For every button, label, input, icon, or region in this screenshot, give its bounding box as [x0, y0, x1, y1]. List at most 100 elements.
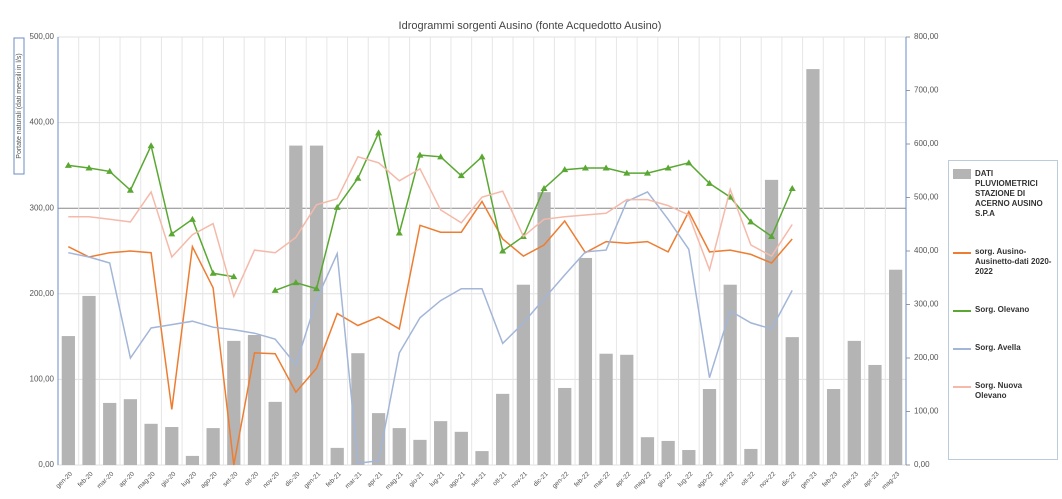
line [67, 199, 793, 466]
marker [602, 164, 610, 171]
bar [702, 389, 717, 465]
legend-item: Sorg. Avella [953, 343, 1053, 353]
marker [106, 167, 114, 174]
bar [475, 451, 489, 465]
bar [826, 389, 841, 465]
bar [82, 295, 96, 465]
marker [437, 153, 445, 160]
legend: DATI PLUVIOMETRICI STAZIONE DI ACERNO AU… [948, 160, 1058, 460]
bar [496, 393, 510, 465]
y-label-box [13, 37, 25, 175]
marker [747, 218, 755, 225]
y-tick-label: 0,00 [38, 460, 54, 469]
legend-label: Sorg. Nuova Olevano [975, 381, 1023, 400]
legend-label: Sorg. Olevano [975, 305, 1030, 314]
marker [271, 286, 279, 293]
bar [661, 440, 675, 465]
bar [371, 413, 386, 465]
y-tick-label: 500,00 [30, 32, 55, 41]
marker [209, 269, 217, 276]
legend-swatch [953, 247, 971, 254]
y2-tick-label: 700,00 [914, 86, 939, 95]
bar [516, 284, 530, 465]
marker [126, 186, 134, 193]
bar [806, 69, 820, 465]
marker [561, 166, 569, 173]
legend-item: Sorg. Olevano [953, 305, 1053, 315]
legend-label: DATI PLUVIOMETRICI STAZIONE DI ACERNO AU… [975, 169, 1043, 218]
legend-item: Sorg. Nuova Olevano [953, 381, 1053, 401]
marker [540, 185, 548, 192]
line [68, 155, 793, 299]
y2-tick-label: 800,00 [914, 32, 939, 41]
bar [144, 423, 158, 465]
marker [188, 215, 196, 222]
y2-tick-label: 600,00 [914, 139, 939, 148]
bar [558, 387, 572, 465]
y-tick-label: 100,00 [30, 375, 55, 384]
legend-swatch [953, 343, 971, 350]
bar [434, 421, 448, 465]
line [68, 190, 793, 465]
bar [206, 428, 220, 465]
marker [354, 174, 362, 181]
bar [227, 340, 241, 465]
marker [416, 151, 424, 158]
bar [847, 340, 861, 465]
y2-tick-label: 100,00 [914, 407, 939, 416]
marker [499, 247, 507, 254]
legend-label: sorg. Ausino-Ausinetto-dati 2020-2022 [975, 247, 1052, 276]
y-axis-label: Portate naturali (dati mensili in l/s) [16, 53, 23, 158]
bar [764, 179, 779, 465]
y2-tick-label: 500,00 [914, 193, 939, 202]
y-tick-label: 200,00 [30, 289, 55, 298]
bar [165, 427, 179, 465]
marker [375, 129, 383, 136]
marker [168, 230, 176, 237]
bar [289, 145, 303, 466]
bar [268, 401, 282, 465]
marker [706, 179, 714, 186]
marker [147, 142, 155, 149]
bar [185, 455, 200, 465]
legend-label: Sorg. Avella [975, 343, 1021, 352]
bar [744, 448, 758, 465]
marker [230, 273, 238, 280]
bar [103, 402, 117, 465]
marker [333, 203, 341, 210]
legend-item: DATI PLUVIOMETRICI STAZIONE DI ACERNO AU… [953, 169, 1053, 219]
marker [457, 172, 465, 179]
marker [623, 169, 631, 176]
bar [61, 336, 75, 465]
marker [64, 161, 72, 168]
bar [330, 447, 344, 465]
marker [768, 232, 776, 239]
marker [292, 279, 300, 286]
legend-swatch [953, 381, 971, 388]
bar [868, 364, 882, 465]
legend-swatch [953, 305, 971, 312]
legend-swatch [953, 169, 971, 179]
bar [785, 337, 799, 465]
bar [889, 269, 903, 465]
bar [454, 431, 468, 465]
bar [537, 192, 551, 465]
y2-tick-label: 300,00 [914, 300, 939, 309]
marker [478, 153, 486, 160]
marker [313, 285, 321, 292]
bar [599, 353, 613, 465]
bar [578, 257, 593, 465]
y2-tick-label: 200,00 [914, 353, 939, 362]
bar [392, 428, 406, 465]
marker [664, 164, 672, 171]
bar [682, 450, 696, 465]
marker [685, 159, 693, 166]
marker [581, 164, 589, 171]
marker [85, 164, 93, 171]
marker [395, 229, 403, 236]
chart-title: Idrogrammi sorgenti Ausino (fonte Acqued… [399, 20, 662, 32]
marker [788, 185, 796, 192]
bar [723, 284, 737, 465]
bar [309, 145, 324, 466]
